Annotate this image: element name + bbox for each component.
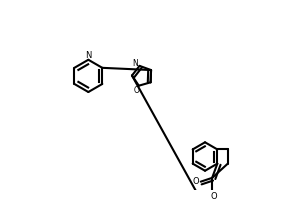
Text: N: N: [132, 59, 138, 68]
Text: O: O: [193, 177, 199, 186]
Text: O: O: [211, 192, 217, 200]
Text: O: O: [134, 86, 140, 95]
Text: N: N: [85, 51, 92, 60]
